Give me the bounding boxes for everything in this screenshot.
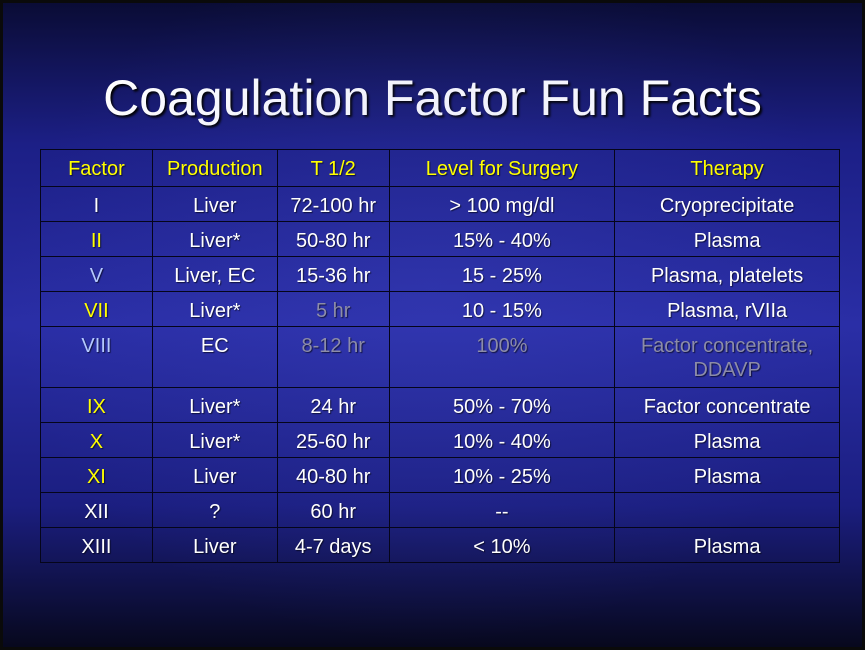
therapy-cell: Cryoprecipitate — [614, 186, 840, 222]
header-level-for-surgery: Level for Surgery — [388, 149, 616, 187]
table-row: VIII EC 8-12 hr 100% Factor concentrate,… — [40, 326, 840, 388]
half-life-cell: 15-36 hr — [276, 256, 390, 292]
factor-cell: IX — [40, 387, 153, 423]
factor-cell: XIII — [40, 527, 153, 563]
factor-cell: II — [40, 221, 153, 257]
level-cell: 10% - 40% — [388, 422, 616, 458]
level-cell: -- — [388, 492, 616, 528]
therapy-cell: Factor concentrate — [614, 387, 840, 423]
therapy-cell: Plasma — [614, 457, 840, 493]
therapy-cell — [614, 492, 840, 528]
factor-cell: X — [40, 422, 153, 458]
production-cell: Liver* — [151, 387, 278, 423]
level-cell: 10 - 15% — [388, 291, 616, 327]
table-row: VII Liver* 5 hr 10 - 15% Plasma, rVIIa — [40, 291, 840, 327]
table-row: X Liver* 25-60 hr 10% - 40% Plasma — [40, 422, 840, 458]
factor-cell: XII — [40, 492, 153, 528]
therapy-cell: Plasma — [614, 527, 840, 563]
factor-cell: I — [40, 186, 153, 222]
therapy-cell: Plasma, platelets — [614, 256, 840, 292]
production-cell: Liver — [151, 186, 278, 222]
level-cell: 50% - 70% — [388, 387, 616, 423]
production-cell: EC — [151, 326, 278, 388]
production-cell: Liver* — [151, 422, 278, 458]
level-cell: 15 - 25% — [388, 256, 616, 292]
level-cell: < 10% — [388, 527, 616, 563]
factor-cell: V — [40, 256, 153, 292]
table-row: V Liver, EC 15-36 hr 15 - 25% Plasma, pl… — [40, 256, 840, 292]
level-cell: 15% - 40% — [388, 221, 616, 257]
therapy-cell: Plasma, rVIIa — [614, 291, 840, 327]
header-half-life: T 1/2 — [276, 149, 390, 187]
therapy-cell: Plasma — [614, 422, 840, 458]
slide-title: Coagulation Factor Fun Facts — [103, 70, 762, 126]
coagulation-factor-table: Factor Production T 1/2 Level for Surger… — [40, 149, 840, 563]
production-cell: ? — [151, 492, 278, 528]
header-factor: Factor — [40, 149, 153, 187]
factor-cell: VII — [40, 291, 153, 327]
half-life-cell: 4-7 days — [276, 527, 390, 563]
factor-cell: XI — [40, 457, 153, 493]
level-cell: > 100 mg/dl — [388, 186, 616, 222]
half-life-cell: 24 hr — [276, 387, 390, 423]
table-row: XI Liver 40-80 hr 10% - 25% Plasma — [40, 457, 840, 493]
level-cell: 100% — [388, 326, 616, 388]
half-life-cell: 8-12 hr — [276, 326, 390, 388]
half-life-cell: 60 hr — [276, 492, 390, 528]
table-row: XII ? 60 hr -- — [40, 492, 840, 528]
production-cell: Liver — [151, 527, 278, 563]
therapy-cell: Plasma — [614, 221, 840, 257]
production-cell: Liver* — [151, 221, 278, 257]
therapy-line: DDAVP — [693, 359, 761, 381]
half-life-cell: 40-80 hr — [276, 457, 390, 493]
half-life-cell: 5 hr — [276, 291, 390, 327]
therapy-cell: Factor concentrate, DDAVP — [614, 326, 840, 388]
half-life-cell: 50-80 hr — [276, 221, 390, 257]
table-row: XIII Liver 4-7 days < 10% Plasma — [40, 527, 840, 563]
half-life-cell: 25-60 hr — [276, 422, 390, 458]
production-cell: Liver, EC — [151, 256, 278, 292]
header-production: Production — [151, 149, 278, 187]
production-cell: Liver — [151, 457, 278, 493]
half-life-cell: 72-100 hr — [276, 186, 390, 222]
table-row: I Liver 72-100 hr > 100 mg/dl Cryoprecip… — [40, 186, 840, 222]
factor-cell: VIII — [40, 326, 153, 388]
table-header-row: Factor Production T 1/2 Level for Surger… — [40, 149, 840, 187]
therapy-line: Factor concentrate, — [640, 335, 814, 357]
table-row: IX Liver* 24 hr 50% - 70% Factor concent… — [40, 387, 840, 423]
level-cell: 10% - 25% — [388, 457, 616, 493]
header-therapy: Therapy — [614, 149, 840, 187]
table-row: II Liver* 50-80 hr 15% - 40% Plasma — [40, 221, 840, 257]
production-cell: Liver* — [151, 291, 278, 327]
